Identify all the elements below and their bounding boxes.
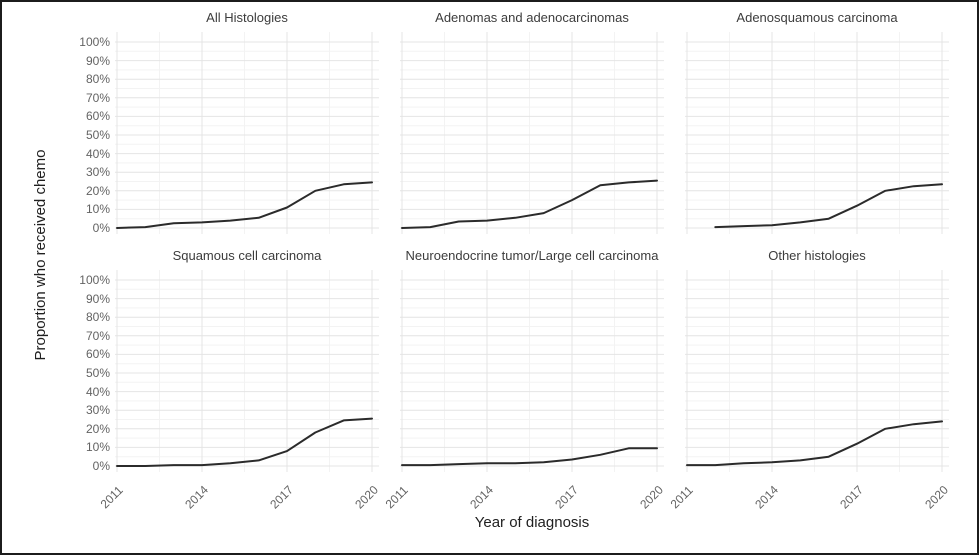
y-tick-label: 20% — [85, 183, 110, 198]
y-tick-label: 20% — [85, 421, 110, 436]
y-tick-label: 90% — [85, 291, 110, 306]
facet-panel — [400, 270, 664, 472]
y-tick-label: 10% — [85, 440, 110, 455]
y-tick-label: 80% — [85, 72, 110, 87]
facet-panel — [115, 270, 379, 472]
x-tick-label: 2014 — [752, 482, 782, 512]
x-tick-label: 2020 — [637, 482, 667, 512]
trend-line — [116, 181, 373, 229]
facet-title: Adenomas and adenocarcinomas — [435, 10, 629, 25]
facet-title: Other histologies — [768, 248, 866, 263]
y-tick-label: 90% — [85, 53, 110, 68]
y-tick-label: 40% — [85, 384, 110, 399]
x-tick-label: 2017 — [552, 482, 582, 512]
x-tick-label: 2017 — [837, 482, 867, 512]
y-tick-label: 100% — [79, 273, 110, 287]
y-tick-label: 30% — [85, 403, 110, 418]
x-axis-title: Year of diagnosis — [474, 514, 590, 531]
x-tick-label: 2011 — [382, 483, 411, 512]
y-tick-label: 70% — [85, 90, 110, 105]
trend-line — [686, 420, 943, 467]
x-tick-label: 2014 — [182, 482, 212, 512]
y-tick-label: 60% — [85, 347, 110, 362]
x-tick-label: 2014 — [467, 482, 497, 512]
y-tick-label: 10% — [85, 202, 110, 217]
trend-line — [714, 183, 943, 229]
x-tick-label: 2011 — [97, 483, 126, 512]
y-axis-title: Proportion who received chemo — [32, 149, 49, 361]
facet-panel — [685, 32, 949, 234]
y-tick-label: 100% — [79, 35, 110, 49]
y-tick-label: 40% — [85, 146, 110, 161]
facet-title: All Histologies — [206, 10, 288, 25]
x-tick-label: 2011 — [667, 483, 696, 512]
x-tick-label: 2017 — [267, 482, 297, 512]
y-tick-label: 80% — [85, 310, 110, 325]
x-tick-label: 2020 — [922, 482, 952, 512]
facet-panel — [400, 32, 664, 234]
facet-title: Neuroendocrine tumor/Large cell carcinom… — [405, 248, 659, 263]
y-tick-label: 0% — [92, 459, 110, 473]
y-tick-label: 70% — [85, 328, 110, 343]
y-tick-label: 50% — [85, 366, 110, 380]
trend-line — [401, 179, 658, 229]
facet-title: Squamous cell carcinoma — [172, 248, 322, 263]
facet-panel — [685, 270, 949, 472]
facet-panel — [115, 32, 379, 234]
y-tick-label: 0% — [92, 221, 110, 235]
y-tick-label: 30% — [85, 165, 110, 180]
facet-title: Adenosquamous carcinoma — [736, 10, 898, 25]
x-tick-label: 2020 — [352, 482, 382, 512]
trend-line — [401, 447, 658, 467]
y-tick-label: 50% — [85, 128, 110, 142]
y-tick-label: 60% — [85, 109, 110, 124]
trend-line — [116, 417, 373, 467]
